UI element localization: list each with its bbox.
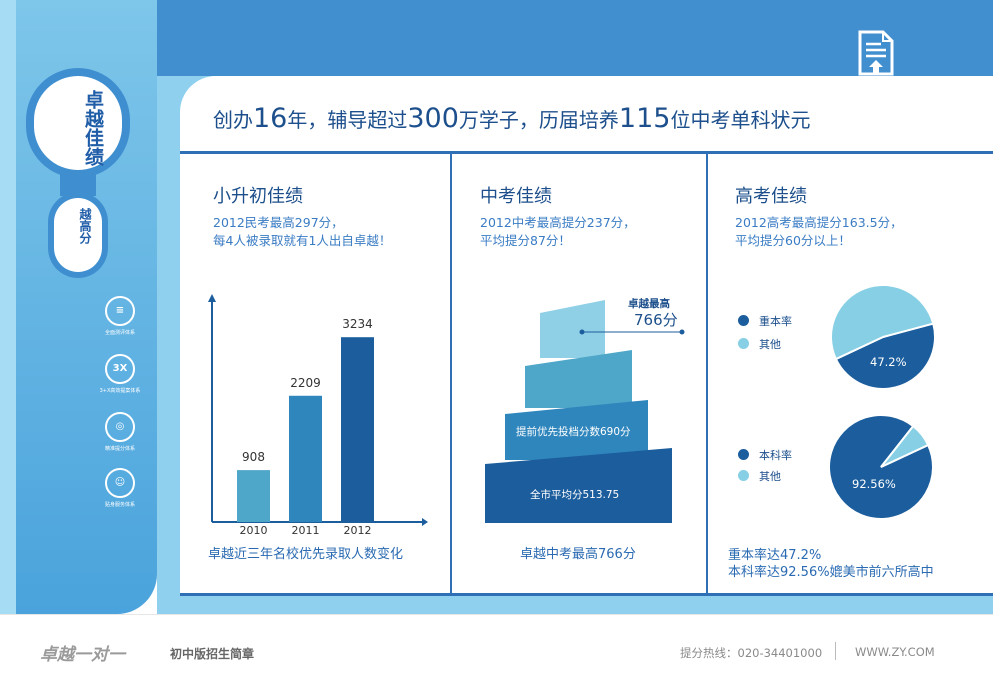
pie-slice [834,322,936,390]
col3-desc-2: 平均提分60分以上！ [735,233,851,248]
pyramid-tier-4 [540,300,605,358]
pie-slice [880,424,930,468]
score-pyramid [485,300,685,523]
sidebar-item-3x[interactable]: 3X 3+X高效提案体系 [84,354,156,394]
page-headline: 创办16年，辅导超过300万学子，历届培养115位中考单科状元 [213,103,973,134]
callout-dot-left [579,329,585,335]
col2-desc-1: 2012中考最高提分237分， [480,215,636,230]
col2-title: 中考佳绩 [480,186,552,207]
headline-text: 万学子，历届培养 [458,108,619,132]
bar [237,470,270,522]
col2-desc-2: 平均提分87分！ [480,233,571,248]
pyramid-tier-1 [485,448,672,523]
callout-dot-right [679,329,685,335]
legend-dot [738,338,749,349]
col1-title: 小升初佳绩 [213,186,303,207]
bar-chart: 908 2010 2209 2011 3234 2012 [208,294,428,537]
legend-label: 本科率 [759,449,792,462]
bar-value-label: 908 [242,450,265,464]
achievement-badge: 卓越佳绩 越高分 [26,68,130,280]
x-axis-arrow [422,518,428,526]
brand-logo[interactable]: 卓越一对一 [40,645,125,665]
legend-dot [738,449,749,460]
legend-dot [738,315,749,326]
tier2-label: 提前优先投档分数690分 [516,426,631,438]
badge-title: 卓越佳绩 [82,90,104,166]
pie-slice [828,414,934,520]
footer-separator [835,642,836,660]
divider-top [180,151,993,154]
pie-slice [830,284,935,361]
badge-subtitle: 越高分 [78,208,92,244]
sidebar-item-label: 全面测评体系 [104,330,135,336]
people-icon: ☺ [105,468,135,498]
pie1-legend-other: 其他 [738,336,781,352]
col3-title: 高考佳绩 [735,186,807,207]
y-axis-arrow [208,294,216,302]
checklist-icon: ≡ [105,296,135,326]
sidebar-item-precision[interactable]: ◎ 精准提分体系 [84,412,156,452]
sidebar-item-label: 贴身服务体系 [104,502,135,508]
legend-label: 重本率 [759,315,792,328]
bar-value-label: 3234 [342,317,373,331]
pie1-legend-main: 重本率 [738,313,792,329]
col1-desc-2: 每4人被录取就有1人出自卓越！ [213,233,392,248]
badge-inner [34,76,122,170]
x-tick-label: 2010 [240,524,268,537]
sidebar-item-label: 精准提分体系 [104,446,135,452]
pie-chart-major [830,284,936,390]
footer-website-link[interactable]: WWW.ZY.COM [855,645,935,659]
footer-hotline: 提分热线：020-34401000 [680,646,823,660]
sidebar-item-service[interactable]: ☺ 贴身服务体系 [84,468,156,508]
legend-label: 其他 [759,338,781,351]
sidebar-strip [0,0,16,614]
bar [289,395,322,522]
badge-neck [60,166,96,196]
headline-number: 16 [253,103,288,134]
col1-desc-1: 2012民考最高297分， [213,215,344,230]
pie2-legend-other: 其他 [738,468,781,484]
pyramid-tier-3 [525,350,632,408]
footer-title: 初中版招生简章 [170,647,255,661]
divider-col-1 [450,151,452,593]
pie-chart-undergrad [828,414,934,520]
target-icon: ◎ [105,412,135,442]
tier1-label: 全市平均分513.75 [530,489,620,501]
headline-text: 创办 [213,108,253,132]
sidebar-item-label: 3+X高效提案体系 [99,388,141,394]
col1-footer: 卓越近三年名校优先录取人数变化 [208,547,404,562]
divider-col-2 [706,151,708,593]
col3-footer-1: 重本率达47.2% [728,548,822,563]
headline-number: 115 [618,103,671,134]
headline-text: 位中考单科状元 [670,108,811,132]
headline-number: 300 [407,103,459,134]
top-band [157,0,993,76]
sidebar-item-assessment[interactable]: ≡ 全面测评体系 [84,296,156,336]
bar-value-label: 2209 [290,376,321,390]
divider-bottom [180,593,993,596]
3x-icon: 3X [105,354,135,384]
left-sidebar: 卓越佳绩 越高分 ≡ 全面测评体系 3X 3+X高效提案体系 ◎ 精准提分体系 … [0,0,157,614]
bar [341,337,374,522]
x-tick-label: 2011 [292,524,320,537]
pie2-value-label: 92.56% [852,477,896,491]
x-tick-label: 2012 [344,524,372,537]
callout-value: 766分 [634,311,678,329]
pie1-value-label: 47.2% [870,355,907,369]
col3-desc-1: 2012高考最高提分163.5分， [735,215,903,230]
document-upload-icon[interactable] [857,30,895,76]
headline-text: 年，辅导超过 [287,108,408,132]
col3-footer-2: 本科率达92.56%媲美市前六所高中 [728,565,934,580]
callout-label: 卓越最高 [628,298,670,310]
col2-footer: 卓越中考最高766分 [520,547,636,562]
legend-dot [738,470,749,481]
legend-label: 其他 [759,470,781,483]
badge-small-inner [54,198,102,272]
pie2-legend-main: 本科率 [738,447,792,463]
page-footer [0,614,993,674]
pyramid-tier-2 [505,400,648,460]
